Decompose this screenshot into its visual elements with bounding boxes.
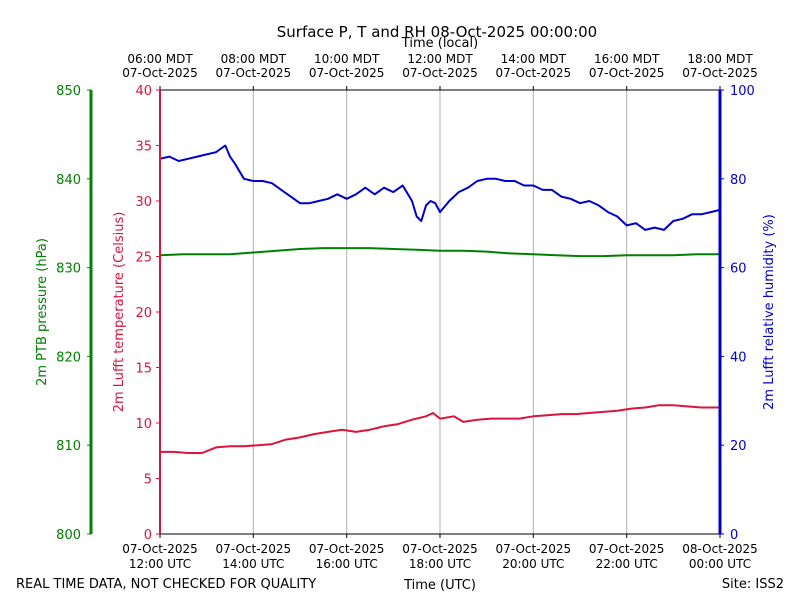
humidity-axis-label: 2m Lufft relative humidity (%) bbox=[762, 214, 777, 410]
bottom-tick-date: 08-Oct-2025 bbox=[682, 542, 758, 556]
gridlines bbox=[252, 90, 628, 534]
pressure-axis-label: 2m PTB pressure (hPa) bbox=[35, 238, 50, 386]
pressure-tick-label: 810 bbox=[56, 439, 81, 454]
humidity-tick-label: 40 bbox=[730, 350, 747, 365]
bottom-tick-time: 00:00 UTC bbox=[689, 557, 751, 571]
temperature-tick-label: 30 bbox=[135, 195, 152, 210]
pressure-tick-label: 820 bbox=[56, 350, 81, 365]
top-tick-date: 07-Oct-2025 bbox=[402, 66, 478, 80]
top-tick-time: 16:00 MDT bbox=[594, 52, 660, 66]
top-tick-date: 07-Oct-2025 bbox=[122, 66, 198, 80]
bottom-tick-date: 07-Oct-2025 bbox=[496, 542, 572, 556]
top-tick-time: 14:00 MDT bbox=[501, 52, 567, 66]
top-tick-time: 06:00 MDT bbox=[127, 52, 193, 66]
bottom-tick-date: 07-Oct-2025 bbox=[402, 542, 478, 556]
humidity-tick-label: 0 bbox=[730, 528, 738, 543]
pressure-series-line bbox=[159, 247, 720, 258]
temperature-tick-label: 15 bbox=[135, 362, 152, 377]
temperature-tick-label: 20 bbox=[135, 306, 152, 321]
temperature-tick-label: 10 bbox=[135, 417, 152, 432]
humidity-tick-label: 80 bbox=[730, 173, 747, 188]
humidity-tick-label: 100 bbox=[730, 84, 755, 99]
bottom-tick-date: 07-Oct-2025 bbox=[216, 542, 292, 556]
chart-title: Surface P, T and RH 08-Oct-2025 00:00:00 bbox=[277, 23, 597, 41]
temperature-tick-label: 40 bbox=[135, 84, 152, 99]
humidity-tick-label: 60 bbox=[730, 262, 747, 277]
bottom-tick-date: 07-Oct-2025 bbox=[589, 542, 665, 556]
bottom-tick-date: 07-Oct-2025 bbox=[122, 542, 198, 556]
humidity-series-line bbox=[159, 144, 721, 231]
series-layer bbox=[159, 144, 721, 454]
temperature-series-line bbox=[160, 404, 720, 454]
bottom-tick-time: 12:00 UTC bbox=[129, 557, 191, 571]
top-tick-date: 07-Oct-2025 bbox=[216, 66, 292, 80]
pressure-tick-label: 830 bbox=[56, 262, 81, 277]
top-tick-date: 07-Oct-2025 bbox=[309, 66, 385, 80]
bottom-tick-time: 16:00 UTC bbox=[316, 557, 378, 571]
bottom-tick-date: 07-Oct-2025 bbox=[309, 542, 385, 556]
temperature-tick-label: 35 bbox=[135, 140, 152, 155]
temperature-tick-label: 0 bbox=[144, 528, 152, 543]
site-label: Site: ISS2 bbox=[722, 577, 784, 592]
bottom-tick-time: 22:00 UTC bbox=[596, 557, 658, 571]
top-tick-date: 07-Oct-2025 bbox=[589, 66, 665, 80]
top-tick-date: 07-Oct-2025 bbox=[496, 66, 572, 80]
bottom-tick-time: 14:00 UTC bbox=[222, 557, 284, 571]
pressure-tick-label: 850 bbox=[56, 84, 81, 99]
bottom-tick-time: 18:00 UTC bbox=[409, 557, 471, 571]
top-tick-time: 10:00 MDT bbox=[314, 52, 380, 66]
temperature-tick-label: 25 bbox=[135, 251, 152, 266]
top-tick-time: 18:00 MDT bbox=[687, 52, 753, 66]
top-tick-date: 07-Oct-2025 bbox=[682, 66, 758, 80]
top-tick-time: 12:00 MDT bbox=[407, 52, 473, 66]
pressure-tick-label: 840 bbox=[56, 173, 81, 188]
humidity-tick-label: 20 bbox=[730, 439, 747, 454]
temperature-axis-label: 2m Lufft temperature (Celsius) bbox=[112, 212, 127, 413]
temperature-tick-label: 5 bbox=[144, 473, 152, 488]
bottom-tick-time: 20:00 UTC bbox=[502, 557, 564, 571]
quality-notice: REAL TIME DATA, NOT CHECKED FOR QUALITY bbox=[16, 577, 316, 592]
top-axis-title: Time (local) bbox=[401, 36, 478, 51]
top-tick-time: 08:00 MDT bbox=[221, 52, 287, 66]
bottom-axis-title: Time (UTC) bbox=[403, 578, 476, 593]
pressure-tick-label: 800 bbox=[56, 528, 81, 543]
